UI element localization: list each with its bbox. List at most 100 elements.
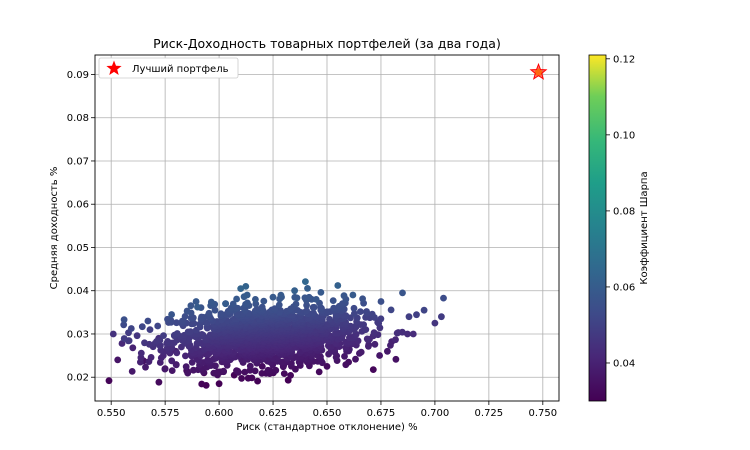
data-point [258,363,266,370]
data-point [253,305,261,313]
data-point [392,355,400,363]
data-point [254,377,261,385]
data-point [340,292,348,300]
data-point [292,300,300,308]
data-point [244,299,251,307]
data-point [384,347,391,355]
data-point [312,296,320,303]
data-point [291,293,299,301]
legend-star-icon [106,60,122,75]
data-point [440,294,447,302]
data-point [173,349,181,357]
data-point [229,300,237,308]
data-point [264,366,272,374]
data-point [315,368,323,376]
legend-label: Лучший портфель [132,64,229,75]
data-point [241,368,249,376]
data-point [251,367,259,375]
data-point [233,295,241,303]
data-point [222,300,230,308]
data-point [277,291,285,299]
data-point [329,297,337,304]
legend-box [98,57,239,79]
data-point [431,319,439,327]
x-tick-label: 0.550 [97,408,126,419]
data-point [215,380,223,388]
y-axis-ticks: 0.02 0.03 0.04 0.05 0.06 0.07 0.08 0.09 [67,70,95,384]
data-point [332,329,339,337]
y-tick-label: 0.04 [67,286,89,297]
data-point [303,301,310,309]
x-tick-label: 0.750 [528,408,557,419]
data-point [187,328,194,335]
data-point [114,356,122,364]
data-point [377,298,385,305]
data-point [330,304,338,312]
data-point [142,363,149,371]
data-point [271,305,279,312]
data-point [184,369,192,377]
data-point [409,330,417,338]
data-point [133,332,141,340]
x-tick-label: 0.600 [205,408,234,419]
data-point [160,332,167,339]
data-point [304,285,311,292]
colorbar-gradient [588,54,607,402]
data-point [192,298,200,305]
data-point [310,303,318,311]
data-point [275,301,283,309]
data-point [173,319,180,327]
data-point [376,352,383,359]
data-point [146,326,154,333]
x-tick-label: 0.675 [367,408,396,419]
data-point [269,293,277,301]
data-point [198,313,205,321]
data-point [317,289,325,296]
data-point [357,308,364,315]
data-point [154,322,162,330]
data-point [357,348,365,356]
data-point [194,303,201,311]
colorbar-tick-label: 0.04 [613,358,635,369]
data-point [120,316,128,324]
data-point [310,309,317,317]
colorbar-tick-label: 0.10 [613,130,635,141]
data-point [183,307,191,315]
data-point [127,325,135,332]
data-point [369,366,377,373]
data-point [370,329,378,337]
data-point [198,380,206,388]
data-point [164,338,172,345]
scatter-points [105,278,447,389]
colorbar-tick-label: 0.08 [613,206,635,217]
data-point [398,328,406,336]
data-point [438,313,445,321]
y-axis-label: Средняя доходность % [49,167,60,290]
data-point [155,378,163,386]
data-point [168,367,176,374]
data-point [173,330,181,337]
data-point [280,370,288,377]
data-point [248,374,256,382]
best-portfolio-star-icon [529,62,548,80]
data-point [120,321,128,329]
y-tick-label: 0.06 [67,200,89,211]
data-point [260,297,268,305]
data-point [182,363,190,371]
legend: Лучший портфель [98,57,239,79]
data-point [352,355,359,363]
data-point [168,357,176,365]
data-point [305,293,313,301]
data-point [211,306,219,314]
data-point [252,296,259,303]
y-tick-label: 0.05 [67,243,89,254]
x-tick-label: 0.575 [151,408,180,419]
colorbar-label: Коэффициент Шарпа [639,171,650,284]
data-point [405,313,413,321]
best-portfolio-marker [529,62,548,80]
data-point [182,352,189,360]
data-point [258,303,266,311]
data-point [363,335,371,343]
y-tick-label: 0.09 [67,70,89,81]
